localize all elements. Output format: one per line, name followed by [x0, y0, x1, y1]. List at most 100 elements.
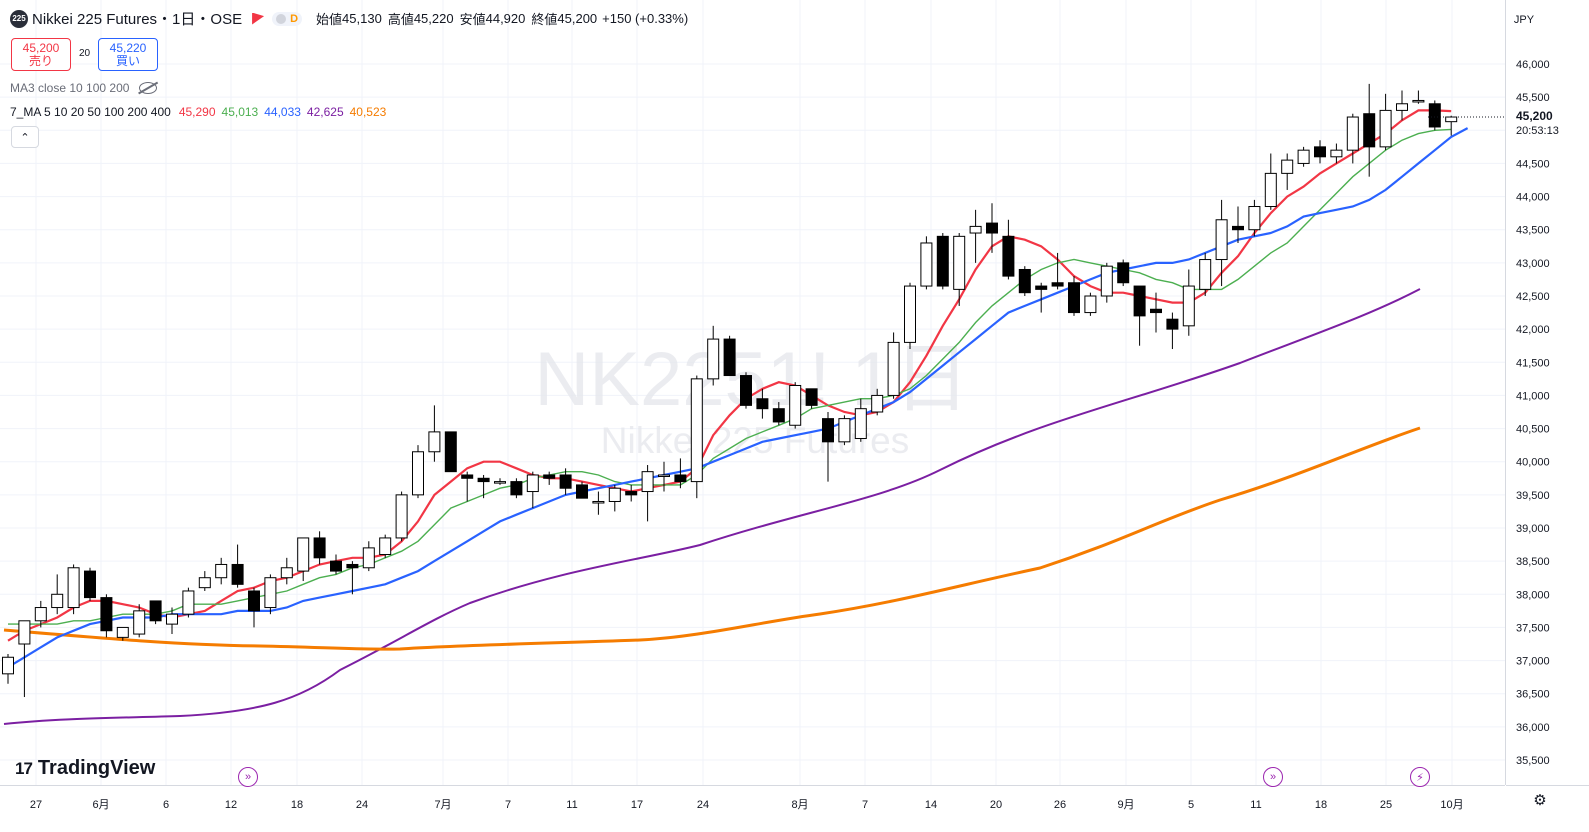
candle	[215, 557, 228, 585]
candle	[297, 537, 310, 582]
hidden-eye-icon[interactable]	[139, 82, 158, 94]
candle	[740, 372, 752, 409]
currency-label[interactable]: JPY	[1513, 14, 1535, 26]
candle-body	[887, 341, 900, 396]
candle-body	[1248, 206, 1261, 231]
candle-body	[1314, 146, 1326, 158]
candle	[1346, 113, 1359, 164]
event-marker-icon[interactable]: »	[238, 767, 258, 787]
time-tick-label: 14	[925, 799, 937, 811]
time-tick-label: 6	[163, 799, 169, 811]
candle	[789, 382, 802, 429]
candle	[1445, 115, 1458, 136]
price-tick-label: 37,500	[1516, 622, 1550, 634]
candle-body	[1445, 116, 1458, 123]
price-tick-label: 42,500	[1516, 291, 1550, 303]
symbol-legend[interactable]: 225 Nikkei 225 Futures・1日・OSE D 始値 45,13…	[10, 8, 688, 29]
candle	[625, 484, 638, 502]
candle-body	[84, 570, 96, 599]
ma7-legend[interactable]: 7_MA 5 10 20 50 100 200 400 45,290 45,01…	[10, 105, 386, 119]
ma7-value-3: 44,033	[264, 105, 301, 119]
candle-body	[428, 431, 441, 453]
candle	[395, 491, 408, 542]
tradingview-logo[interactable]: 17 TradingView	[15, 757, 155, 780]
candle	[1182, 269, 1195, 336]
close-value: 45,200	[557, 11, 598, 26]
chevron-up-icon: ⌃	[20, 131, 30, 144]
ma7-value-1: 45,290	[178, 105, 216, 119]
candle-body	[969, 225, 982, 234]
ma7-value-4: 42,625	[306, 105, 344, 119]
candle-body	[395, 494, 408, 539]
candle	[1018, 266, 1031, 296]
market-status-pill[interactable]: D	[272, 11, 303, 26]
candle-body	[18, 620, 31, 645]
candle-body	[936, 235, 949, 287]
candle	[1150, 292, 1162, 333]
candle	[198, 571, 211, 591]
candle	[1068, 276, 1080, 316]
time-tick-label: 26	[1054, 799, 1066, 811]
buy-button[interactable]: 45,220 買い	[98, 38, 158, 71]
price-tick-label: 41,500	[1516, 357, 1550, 369]
candle-body	[1412, 99, 1425, 103]
candle-body	[690, 378, 703, 483]
ma7-value-2: 45,013	[221, 105, 259, 119]
candle	[100, 594, 113, 638]
collapse-legend-button[interactable]: ⌃	[11, 126, 39, 148]
time-tick-label: 12	[225, 799, 237, 811]
candle	[1166, 312, 1179, 350]
candle	[1314, 140, 1326, 164]
candle	[34, 600, 47, 628]
candle-body	[461, 474, 474, 479]
time-tick-label: 24	[356, 799, 368, 811]
lightning-icon[interactable]: ⚡	[1410, 767, 1430, 787]
candle	[936, 233, 949, 290]
candle	[1133, 285, 1146, 346]
candle	[641, 465, 654, 522]
candle	[18, 620, 31, 698]
time-axis[interactable]: 27 6月 6 12 18 24 7月 7 11 17 24 8月 7 14 20 26 9月 5 11 18 25 10…	[0, 785, 1505, 820]
candle	[723, 335, 736, 377]
candle	[280, 557, 293, 585]
candle	[707, 325, 720, 386]
candle-body	[444, 431, 457, 473]
candle-body	[1297, 149, 1310, 164]
ma-long-orange-line	[3, 426, 1421, 651]
price-tick-label: 42,000	[1516, 324, 1550, 336]
candle	[116, 626, 129, 641]
candle-body	[1150, 308, 1162, 314]
price-axis[interactable]: 35,500 36,000 36,500 37,000 37,500 38,000 38,5…	[1506, 0, 1589, 785]
chart-area[interactable]: NK2251! 1日 Nikkei 225 Futures	[0, 0, 1506, 785]
candle	[477, 474, 490, 499]
flag-icon[interactable]	[252, 12, 265, 25]
candle-body	[362, 547, 375, 569]
candle-body	[674, 474, 687, 483]
event-marker-icon[interactable]: »	[1263, 767, 1283, 787]
candle-body	[67, 567, 80, 609]
candle-body	[477, 477, 490, 483]
candle	[690, 375, 703, 499]
candle-body	[854, 408, 867, 440]
time-tick-label: 18	[1315, 799, 1327, 811]
candle-body	[608, 487, 621, 502]
candle	[84, 567, 96, 601]
time-tick-label: 18	[291, 799, 303, 811]
price-tick-label: 40,000	[1516, 457, 1550, 469]
price-tick-label: 38,500	[1516, 556, 1550, 568]
ma3-legend[interactable]: MA3 close 10 100 200	[10, 81, 158, 95]
symbol-title[interactable]: Nikkei 225 Futures・1日・OSE	[32, 11, 243, 28]
candle	[1379, 93, 1392, 151]
candle	[428, 405, 441, 462]
candle	[1363, 83, 1376, 177]
candle-body	[1133, 285, 1146, 317]
price-tick-label: 39,000	[1516, 523, 1550, 535]
high-label: 高値	[387, 12, 414, 27]
candle-body	[1100, 265, 1113, 297]
sell-button[interactable]: 45,200 売り	[11, 38, 71, 71]
candle	[264, 574, 277, 615]
candle-body	[264, 577, 277, 609]
gear-icon[interactable]: ⚙	[1533, 792, 1547, 809]
candle-body	[592, 500, 605, 504]
